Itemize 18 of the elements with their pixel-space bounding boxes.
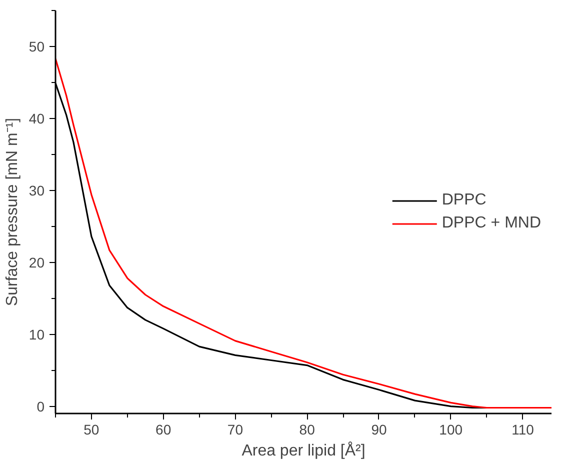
y-axis-title: Surface pressure [mN m⁻¹] bbox=[4, 118, 21, 306]
x-tick-label: 90 bbox=[371, 422, 387, 438]
y-tick-label: 20 bbox=[28, 254, 45, 270]
y-tick-label: 30 bbox=[28, 182, 45, 198]
y-tick-label: 50 bbox=[28, 38, 45, 54]
legend-label: DPPC bbox=[442, 191, 486, 209]
x-tick-label: 70 bbox=[227, 422, 244, 438]
legend-label: DPPC + MND bbox=[442, 214, 541, 232]
y-tick-label: 40 bbox=[28, 110, 45, 126]
line-series bbox=[56, 58, 552, 409]
y-tick-label: 0 bbox=[36, 398, 45, 414]
x-tick-label: 80 bbox=[299, 422, 316, 438]
x-axis-title: Area per lipid [Å²] bbox=[242, 442, 366, 460]
x-tick-label: 110 bbox=[512, 422, 534, 438]
x-tick-label: 50 bbox=[84, 422, 100, 438]
x-tick-label: 60 bbox=[156, 422, 172, 438]
x-tick-label: 100 bbox=[439, 422, 463, 438]
y-tick-label: 10 bbox=[28, 326, 45, 342]
